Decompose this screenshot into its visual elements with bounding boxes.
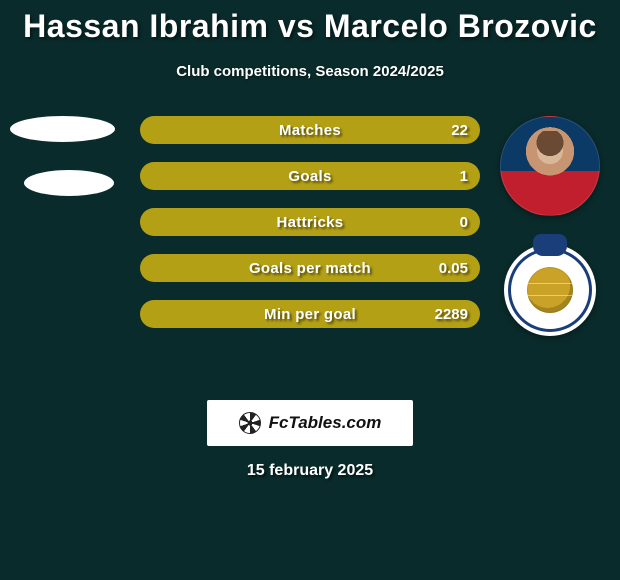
right-player-column <box>490 116 610 336</box>
bar-label: Min per goal <box>140 306 480 323</box>
player-photo <box>500 116 600 216</box>
stat-bars: Matches22 Goals1 Hattricks0 Goals per match… <box>140 116 480 328</box>
bar-value: 2289 <box>435 306 468 323</box>
subtitle: Club competitions, Season 2024/2025 <box>0 63 620 80</box>
stat-bar: Goals1 <box>140 162 480 190</box>
stat-bar: Goals per match0.05 <box>140 254 480 282</box>
bar-value: 1 <box>460 168 468 185</box>
ellipse-placeholder <box>10 116 115 142</box>
bar-label: Goals per match <box>140 260 480 277</box>
globe-icon <box>527 267 573 313</box>
bar-value: 22 <box>451 122 468 139</box>
brand-box: FcTables.com <box>207 400 413 446</box>
football-icon <box>239 412 261 434</box>
brand-text: FcTables.com <box>269 413 382 433</box>
stat-bar: Matches22 <box>140 116 480 144</box>
stats-area: Matches22 Goals1 Hattricks0 Goals per match… <box>0 116 620 376</box>
badge-crest-icon <box>533 234 567 256</box>
bar-label: Goals <box>140 168 480 185</box>
stat-bar: Hattricks0 <box>140 208 480 236</box>
bar-value: 0.05 <box>439 260 468 277</box>
bar-value: 0 <box>460 214 468 231</box>
bar-label: Hattricks <box>140 214 480 231</box>
badge-inner <box>519 259 581 321</box>
club-badge <box>504 244 596 336</box>
ellipse-placeholder <box>24 170 114 196</box>
left-player-placeholder <box>10 116 130 224</box>
page-title: Hassan Ibrahim vs Marcelo Brozovic <box>0 0 620 45</box>
date-text: 15 february 2025 <box>0 462 620 480</box>
bar-label: Matches <box>140 122 480 139</box>
stat-bar: Min per goal2289 <box>140 300 480 328</box>
